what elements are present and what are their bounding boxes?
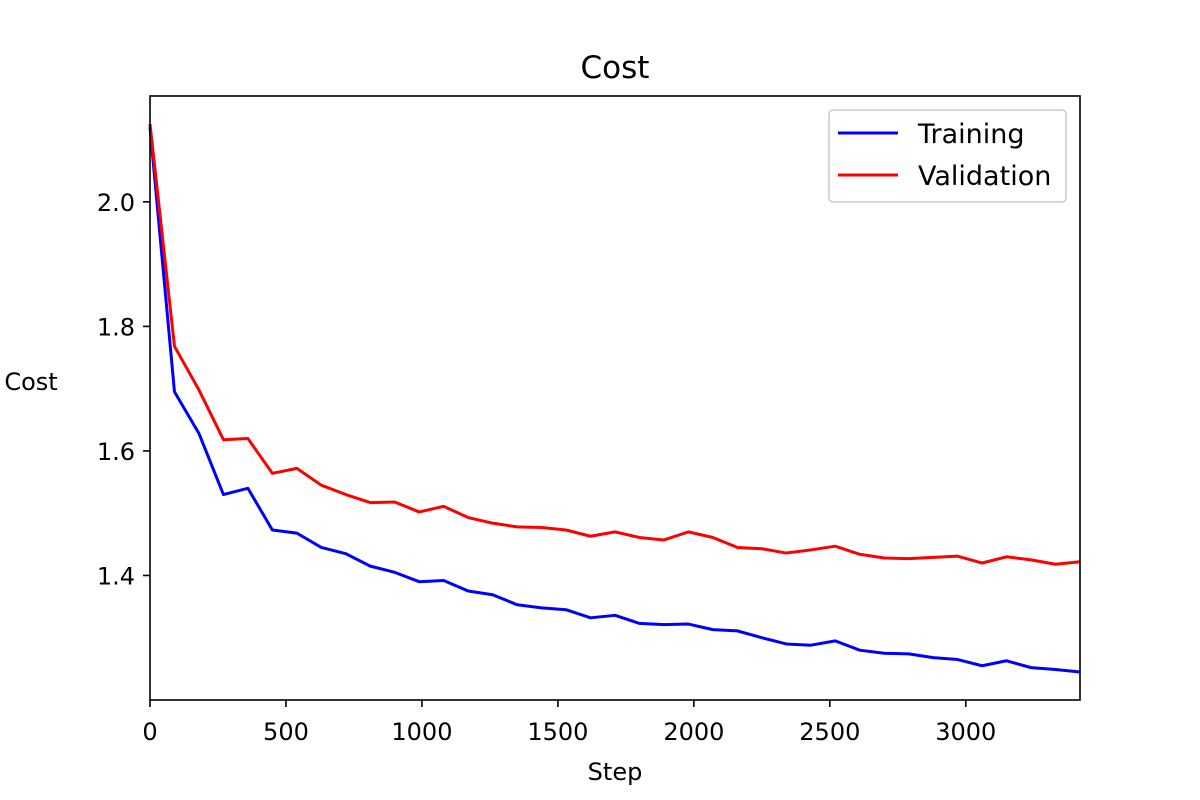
x-tick-label: 3000: [935, 718, 996, 746]
y-axis: 1.4 1.6 1.8 2.0: [97, 189, 150, 590]
x-tick-label: 2500: [799, 718, 860, 746]
legend-items: Training Validation: [838, 119, 1051, 192]
plot-area: [148, 95, 1081, 701]
x-tick-label: 2000: [663, 718, 724, 746]
series-layer: [148, 123, 1081, 674]
y-tick-label: 1.8: [97, 313, 135, 341]
legend: Training Validation: [828, 109, 1067, 203]
x-tick-label: 1000: [391, 718, 452, 746]
series-line-training: [148, 126, 1081, 674]
x-tick-label: 0: [142, 718, 157, 746]
y-tick-label: 1.6: [97, 438, 135, 466]
legend-label-training: Training: [917, 119, 1025, 150]
x-tick-label: 500: [263, 718, 309, 746]
x-tick-label: 1500: [527, 718, 588, 746]
plot-frame: [149, 95, 1081, 701]
series-line-validation: [148, 123, 1081, 566]
legend-label-validation: Validation: [918, 161, 1051, 192]
x-axis-label: Step: [588, 758, 643, 786]
y-axis-label: Cost: [4, 368, 57, 396]
chart-title: Cost: [581, 50, 650, 86]
y-tick-label: 1.4: [97, 562, 135, 590]
x-axis: 0 500 1000 1500 2000 2500 3000: [142, 700, 996, 746]
y-tick-label: 2.0: [97, 189, 135, 217]
